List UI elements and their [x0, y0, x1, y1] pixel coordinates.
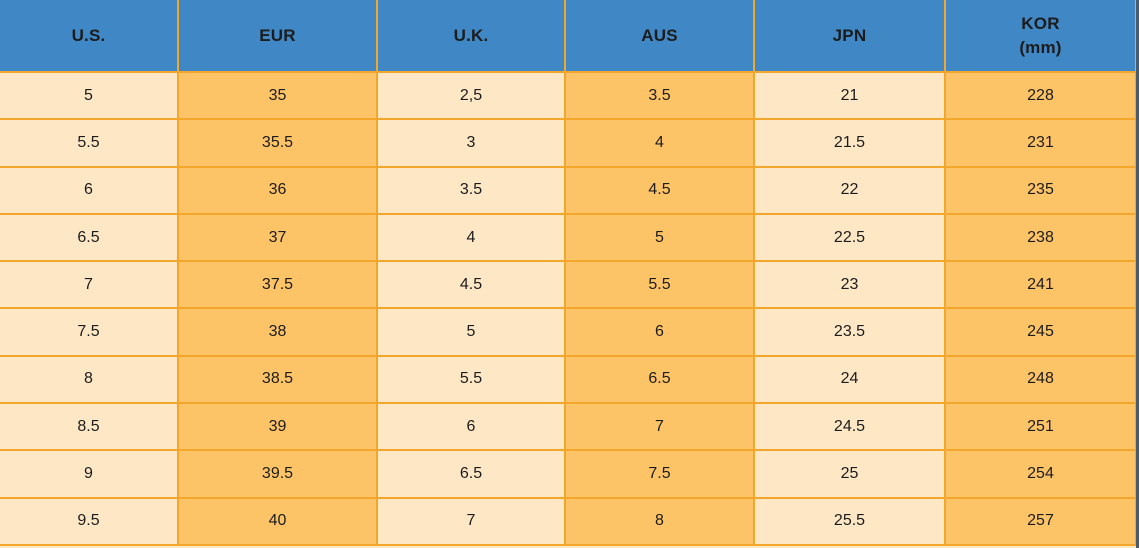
column-header-label: JPN [832, 25, 867, 45]
size-cell-us: 6.5 [0, 212, 179, 263]
size-cell-kor: 245 [944, 307, 1137, 357]
size-cell-us: 7 [0, 260, 179, 310]
size-cell-us: 7.5 [0, 307, 179, 357]
column-header-uk: U.K. [376, 0, 566, 73]
size-cell-us: 6 [0, 165, 179, 215]
size-cell-aus: 5 [564, 212, 755, 263]
size-cell-aus: 7.5 [564, 449, 755, 499]
column-header-aus: AUS [564, 0, 755, 73]
table-row: 6 36 3.5 4.5 22 235 [0, 165, 1137, 215]
column-header-label: KOR [1021, 13, 1060, 33]
header-row: U.S. EUR U.K. AUS JPN KOR (mm) [0, 0, 1137, 73]
size-cell-kor: 254 [944, 449, 1137, 499]
size-cell-uk: 4.5 [376, 260, 566, 310]
column-header-kor: KOR (mm) [944, 0, 1137, 73]
column-header-label: AUS [641, 25, 678, 45]
size-cell-eur: 37 [177, 212, 378, 263]
size-cell-aus: 6.5 [564, 354, 755, 405]
size-cell-jpn: 21 [753, 70, 946, 121]
size-cell-kor: 231 [944, 118, 1137, 168]
table-body: 5 35 2,5 3.5 21 228 5.5 35.5 3 4 21.5 231 6 36 3.5 4.5 2… [0, 70, 1137, 547]
table-row: 7 37.5 4.5 5.5 23 241 [0, 260, 1137, 310]
size-cell-jpn: 21.5 [753, 118, 946, 168]
size-cell-eur: 40 [177, 496, 378, 547]
size-cell-jpn: 23 [753, 260, 946, 310]
size-cell-uk: 3.5 [376, 165, 566, 215]
column-header-label: EUR [259, 25, 296, 45]
table-row: 5.5 35.5 3 4 21.5 231 [0, 118, 1137, 168]
size-cell-uk: 4 [376, 212, 566, 263]
size-cell-kor: 238 [944, 212, 1137, 263]
size-cell-eur: 38.5 [177, 354, 378, 405]
size-cell-aus: 8 [564, 496, 755, 547]
size-cell-uk: 3 [376, 118, 566, 168]
table-row: 9.5 40 7 8 25.5 257 [0, 496, 1137, 547]
size-cell-uk: 5 [376, 307, 566, 357]
size-cell-kor: 235 [944, 165, 1137, 215]
size-cell-eur: 35 [177, 70, 378, 121]
size-cell-us: 5.5 [0, 118, 179, 168]
size-cell-jpn: 25 [753, 449, 946, 499]
column-header-eur: EUR [177, 0, 378, 73]
table-row: 6.5 37 4 5 22.5 238 [0, 212, 1137, 263]
size-cell-eur: 37.5 [177, 260, 378, 310]
size-cell-eur: 36 [177, 165, 378, 215]
size-cell-eur: 38 [177, 307, 378, 357]
size-cell-uk: 6 [376, 402, 566, 452]
size-cell-eur: 35.5 [177, 118, 378, 168]
size-cell-uk: 2,5 [376, 70, 566, 121]
size-cell-kor: 228 [944, 70, 1137, 121]
screen-right-edge [1136, 0, 1139, 548]
size-cell-jpn: 23.5 [753, 307, 946, 357]
size-cell-kor: 257 [944, 496, 1137, 547]
size-cell-us: 5 [0, 70, 179, 121]
size-cell-uk: 6.5 [376, 449, 566, 499]
size-cell-kor: 251 [944, 402, 1137, 452]
column-header-us: U.S. [0, 0, 179, 73]
column-header-label: U.K. [453, 25, 489, 45]
size-cell-jpn: 22 [753, 165, 946, 215]
size-cell-us: 8 [0, 354, 179, 405]
size-cell-us: 8.5 [0, 402, 179, 452]
size-cell-jpn: 22.5 [753, 212, 946, 263]
size-cell-jpn: 25.5 [753, 496, 946, 547]
size-cell-jpn: 24 [753, 354, 946, 405]
table-row: 8.5 39 6 7 24.5 251 [0, 402, 1137, 452]
size-cell-aus: 5.5 [564, 260, 755, 310]
size-cell-eur: 39 [177, 402, 378, 452]
column-header-jpn: JPN [753, 0, 946, 73]
size-cell-kor: 241 [944, 260, 1137, 310]
column-header-sublabel: (mm) [1019, 37, 1062, 57]
size-cell-kor: 248 [944, 354, 1137, 405]
size-cell-uk: 7 [376, 496, 566, 547]
size-cell-us: 9.5 [0, 496, 179, 547]
table-row: 9 39.5 6.5 7.5 25 254 [0, 449, 1137, 499]
size-cell-eur: 39.5 [177, 449, 378, 499]
size-cell-uk: 5.5 [376, 354, 566, 405]
size-cell-aus: 3.5 [564, 70, 755, 121]
size-cell-aus: 4 [564, 118, 755, 168]
size-cell-jpn: 24.5 [753, 402, 946, 452]
size-cell-aus: 4.5 [564, 165, 755, 215]
table-row: 7.5 38 5 6 23.5 245 [0, 307, 1137, 357]
size-cell-aus: 7 [564, 402, 755, 452]
size-cell-aus: 6 [564, 307, 755, 357]
column-header-label: U.S. [71, 25, 106, 45]
table-row: 8 38.5 5.5 6.5 24 248 [0, 354, 1137, 405]
table-row: 5 35 2,5 3.5 21 228 [0, 70, 1137, 121]
size-cell-us: 9 [0, 449, 179, 499]
